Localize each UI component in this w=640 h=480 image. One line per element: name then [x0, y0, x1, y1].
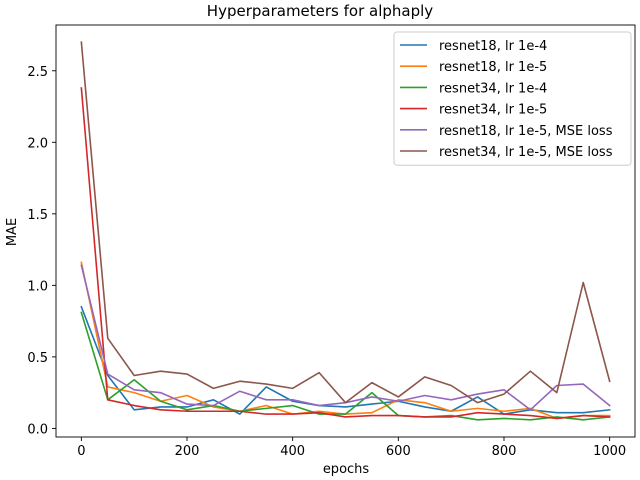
legend-entry: resnet18, lr 1e-5 — [439, 60, 547, 75]
y-tick-label: 2.0 — [27, 136, 48, 151]
plot-area — [80, 41, 611, 421]
x-tick-label: 800 — [492, 444, 517, 459]
legend-box — [393, 31, 632, 166]
y-tick-label: 0.0 — [27, 422, 48, 437]
series-line-5 — [80, 264, 611, 411]
chart-title: Hyperparameters for alphaply — [207, 2, 434, 20]
x-tick-label: 0 — [77, 444, 85, 459]
series-line-4 — [80, 87, 611, 420]
legend-entry: resnet18, lr 1e-4 — [439, 39, 547, 54]
plot-frame — [55, 24, 636, 438]
y-axis-label: MAE — [5, 218, 20, 246]
x-axis-label: epochs — [323, 462, 370, 477]
x-tick-label: 1000 — [593, 444, 626, 459]
series-line-2 — [80, 261, 611, 420]
series-line-6 — [80, 41, 611, 404]
x-tick-label: 400 — [280, 444, 305, 459]
legend: resnet18, lr 1e-4 resnet18, lr 1e-5 resnet… — [393, 31, 632, 166]
legend-entry: resnet34, lr 1e-5 — [439, 103, 547, 118]
x-tick-label: 200 — [175, 444, 200, 459]
y-tick-label: 2.5 — [27, 65, 48, 80]
legend-entry: resnet34, lr 1e-4 — [439, 81, 547, 96]
legend-entry: resnet34, lr 1e-5, MSE loss — [439, 145, 613, 160]
y-tick-label: 1.5 — [27, 208, 48, 223]
y-tick-label: 1.0 — [27, 279, 48, 294]
x-tick-label: 600 — [386, 444, 411, 459]
axes: 0 200 400 600 800 1000 0.0 0.5 1.0 1.5 2.0 2.5 — [27, 24, 636, 459]
legend-entry: resnet18, lr 1e-5, MSE loss — [439, 124, 613, 139]
series-line-1 — [80, 305, 611, 415]
series-line-3 — [80, 311, 611, 421]
y-tick-label: 0.5 — [27, 351, 48, 366]
